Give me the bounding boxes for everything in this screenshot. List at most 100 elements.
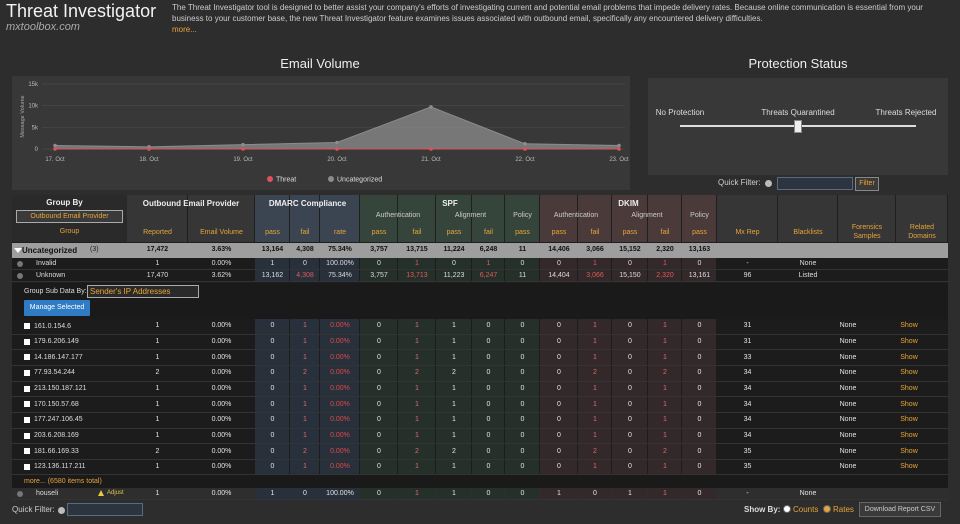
cell[interactable]: Show	[900, 416, 918, 424]
row-checkbox[interactable]	[24, 448, 30, 455]
row-checkbox[interactable]	[24, 432, 30, 439]
cell: 14,406	[548, 246, 570, 253]
cell: 1	[663, 416, 667, 424]
cell[interactable]: Show	[900, 369, 918, 377]
header-bg	[188, 195, 254, 242]
row-label[interactable]: Unknown	[36, 271, 66, 279]
more-link[interactable]: more...	[172, 25, 197, 34]
cell: 0	[486, 416, 491, 424]
column-header: fail	[300, 229, 310, 236]
rates-radio[interactable]	[823, 505, 831, 513]
legend-label: Uncategorized	[337, 177, 382, 184]
cell: 0	[520, 447, 525, 455]
y-tick-label: 0	[35, 147, 39, 153]
cell: 0.00%	[211, 416, 232, 424]
cell: 1	[486, 259, 491, 267]
row-label[interactable]: houseli	[36, 489, 59, 497]
cell-bg	[578, 397, 611, 412]
counts-option[interactable]: Counts	[793, 505, 819, 514]
cell: 1	[593, 463, 597, 471]
cell: 0	[520, 416, 525, 424]
cell[interactable]: Show	[900, 431, 918, 439]
cell: 0	[486, 353, 491, 361]
point	[523, 147, 527, 151]
row-icon	[17, 491, 23, 497]
sub-group-select[interactable]: Sender's IP Addresses	[87, 285, 199, 298]
cell-bg	[290, 270, 319, 281]
cell: 0	[628, 322, 632, 330]
row-checkbox[interactable]	[24, 323, 30, 329]
filter-button[interactable]: Filter	[855, 177, 879, 191]
cell: 13,715	[406, 246, 428, 253]
row-icon	[17, 273, 23, 279]
cell-bg	[320, 334, 359, 350]
cell-bg	[360, 428, 397, 444]
column-header: pass	[622, 229, 638, 236]
cell-bg	[505, 397, 539, 412]
cell-bg	[255, 365, 289, 381]
cell-bg	[505, 319, 539, 334]
quick-filter-input[interactable]	[777, 177, 853, 190]
adjust-link[interactable]: Adjust	[107, 489, 124, 496]
cell: 34	[743, 369, 752, 377]
cell-bg	[255, 412, 289, 428]
slider-thumb[interactable]	[794, 120, 802, 133]
cell[interactable]: Show	[900, 353, 918, 361]
cell: 1	[593, 337, 597, 345]
cell: 0	[697, 353, 702, 361]
cell[interactable]: Show	[900, 384, 918, 392]
cell[interactable]: Show	[900, 463, 918, 471]
row-label[interactable]: Invalid	[36, 259, 57, 267]
cell: 1	[663, 489, 667, 497]
cell: 0.00%	[211, 447, 232, 455]
cell[interactable]: Show	[900, 322, 918, 330]
row-checkbox[interactable]	[24, 463, 30, 470]
cell: 0	[593, 489, 597, 497]
cell: 4,308	[296, 271, 314, 279]
row-checkbox[interactable]	[24, 401, 30, 408]
cell-bg	[540, 397, 577, 412]
row-checkbox[interactable]	[24, 416, 30, 423]
cell-bg	[648, 365, 681, 381]
row-checkbox[interactable]	[24, 338, 30, 345]
row-checkbox[interactable]	[24, 354, 30, 361]
cell-bg	[540, 258, 577, 269]
cell-bg	[612, 334, 647, 350]
cell: 33	[743, 353, 752, 361]
column-header: Blacklists	[793, 229, 823, 236]
cell-bg	[290, 365, 319, 381]
cell: 0	[270, 463, 275, 471]
rates-option[interactable]: Rates	[833, 505, 854, 514]
cell: 3.63%	[211, 246, 232, 253]
row-checkbox[interactable]	[24, 385, 30, 392]
group-by-select[interactable]: Outbound Email Provider	[16, 210, 123, 223]
download-button[interactable]: Download Report CSV	[859, 502, 941, 517]
cell[interactable]: Show	[900, 337, 918, 345]
footer-filter-input[interactable]	[67, 503, 143, 516]
cell: 2	[663, 447, 667, 455]
cell: 75.34%	[328, 246, 352, 253]
counts-radio[interactable]	[783, 505, 791, 513]
row-label[interactable]: Uncategorized	[22, 246, 78, 255]
header-bg	[472, 195, 504, 242]
manage-button[interactable]: Manage Selected	[24, 300, 90, 316]
cell: 0.00%	[330, 431, 350, 439]
expand-icon[interactable]	[14, 248, 22, 253]
cell: 3.62%	[211, 271, 232, 279]
cell: None	[839, 463, 857, 471]
cell: 0	[557, 353, 561, 361]
cell-bg	[436, 365, 471, 381]
cell[interactable]: Show	[900, 447, 918, 455]
cell: 0.00%	[211, 463, 232, 471]
cell: 0	[628, 416, 632, 424]
y-axis-label: Message Volume	[20, 95, 26, 137]
cell[interactable]: Show	[900, 400, 918, 408]
cell: 3,757	[370, 271, 388, 279]
row-checkbox[interactable]	[24, 369, 30, 376]
cell-bg	[290, 334, 319, 350]
row-label: 123.136.117.211	[34, 463, 86, 471]
cell-bg	[290, 444, 319, 459]
cell: 0	[557, 447, 561, 455]
cell: 1	[452, 400, 456, 408]
more-items[interactable]: more... (6580 items total)	[24, 478, 102, 485]
